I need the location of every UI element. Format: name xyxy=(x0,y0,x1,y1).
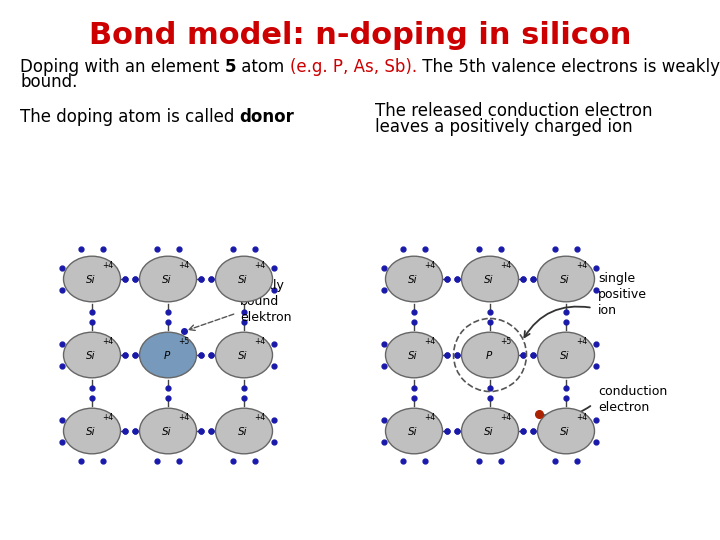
Text: Doping with an element: Doping with an element xyxy=(20,58,225,76)
Text: Si: Si xyxy=(238,351,248,361)
Text: +4: +4 xyxy=(254,337,266,346)
Ellipse shape xyxy=(140,332,197,378)
Ellipse shape xyxy=(462,408,518,454)
Text: Si: Si xyxy=(408,427,418,437)
Text: The doping atom is called: The doping atom is called xyxy=(20,108,240,126)
Text: P: P xyxy=(164,351,170,361)
Text: single
positive
ion: single positive ion xyxy=(598,272,647,316)
Text: P: P xyxy=(486,351,492,361)
Text: Si: Si xyxy=(162,427,172,437)
Text: weakly
bound
elektron: weakly bound elektron xyxy=(240,279,292,325)
Ellipse shape xyxy=(538,408,595,454)
Ellipse shape xyxy=(462,332,518,378)
Ellipse shape xyxy=(63,332,120,378)
Text: Si: Si xyxy=(560,351,570,361)
Ellipse shape xyxy=(385,408,443,454)
Text: +4: +4 xyxy=(500,261,512,270)
Text: +4: +4 xyxy=(500,413,512,422)
Ellipse shape xyxy=(385,256,443,302)
Text: The 5th valence electrons is weakly: The 5th valence electrons is weakly xyxy=(417,58,720,76)
Ellipse shape xyxy=(63,408,120,454)
Text: Si: Si xyxy=(238,275,248,285)
Text: +4: +4 xyxy=(424,337,436,346)
Text: Si: Si xyxy=(238,427,248,437)
Text: Si: Si xyxy=(485,275,494,285)
Text: Si: Si xyxy=(408,275,418,285)
Ellipse shape xyxy=(140,408,197,454)
Text: donor: donor xyxy=(240,108,294,126)
Text: Si: Si xyxy=(86,427,96,437)
Text: The released conduction electron: The released conduction electron xyxy=(375,102,652,120)
Text: +4: +4 xyxy=(424,261,436,270)
Text: Si: Si xyxy=(560,275,570,285)
Ellipse shape xyxy=(215,256,272,302)
Text: 5: 5 xyxy=(225,58,236,76)
Text: (e.g. P, As, Sb).: (e.g. P, As, Sb). xyxy=(289,58,417,76)
Text: +4: +4 xyxy=(576,413,588,422)
Text: Si: Si xyxy=(86,351,96,361)
Text: +4: +4 xyxy=(179,261,189,270)
Text: +4: +4 xyxy=(576,261,588,270)
Ellipse shape xyxy=(140,256,197,302)
Ellipse shape xyxy=(538,332,595,378)
Text: atom: atom xyxy=(236,58,289,76)
Text: +4: +4 xyxy=(576,337,588,346)
Text: bound.: bound. xyxy=(20,73,77,91)
Text: +4: +4 xyxy=(254,413,266,422)
Text: conduction
electron: conduction electron xyxy=(598,384,667,414)
Text: +4: +4 xyxy=(102,413,114,422)
Text: leaves a positively charged ion: leaves a positively charged ion xyxy=(375,118,633,136)
Text: Si: Si xyxy=(408,351,418,361)
Text: +4: +4 xyxy=(179,413,189,422)
Text: Si: Si xyxy=(86,275,96,285)
Text: Si: Si xyxy=(485,427,494,437)
Ellipse shape xyxy=(538,256,595,302)
Text: +5: +5 xyxy=(179,337,189,346)
Ellipse shape xyxy=(215,408,272,454)
Text: +4: +4 xyxy=(424,413,436,422)
Ellipse shape xyxy=(63,256,120,302)
Ellipse shape xyxy=(215,332,272,378)
Text: Si: Si xyxy=(162,275,172,285)
Text: +4: +4 xyxy=(254,261,266,270)
Ellipse shape xyxy=(385,332,443,378)
Text: Si: Si xyxy=(560,427,570,437)
Text: +5: +5 xyxy=(500,337,512,346)
Text: +4: +4 xyxy=(102,337,114,346)
Text: Bond model: n-doping in silicon: Bond model: n-doping in silicon xyxy=(89,21,631,50)
Ellipse shape xyxy=(462,256,518,302)
Text: +4: +4 xyxy=(102,261,114,270)
